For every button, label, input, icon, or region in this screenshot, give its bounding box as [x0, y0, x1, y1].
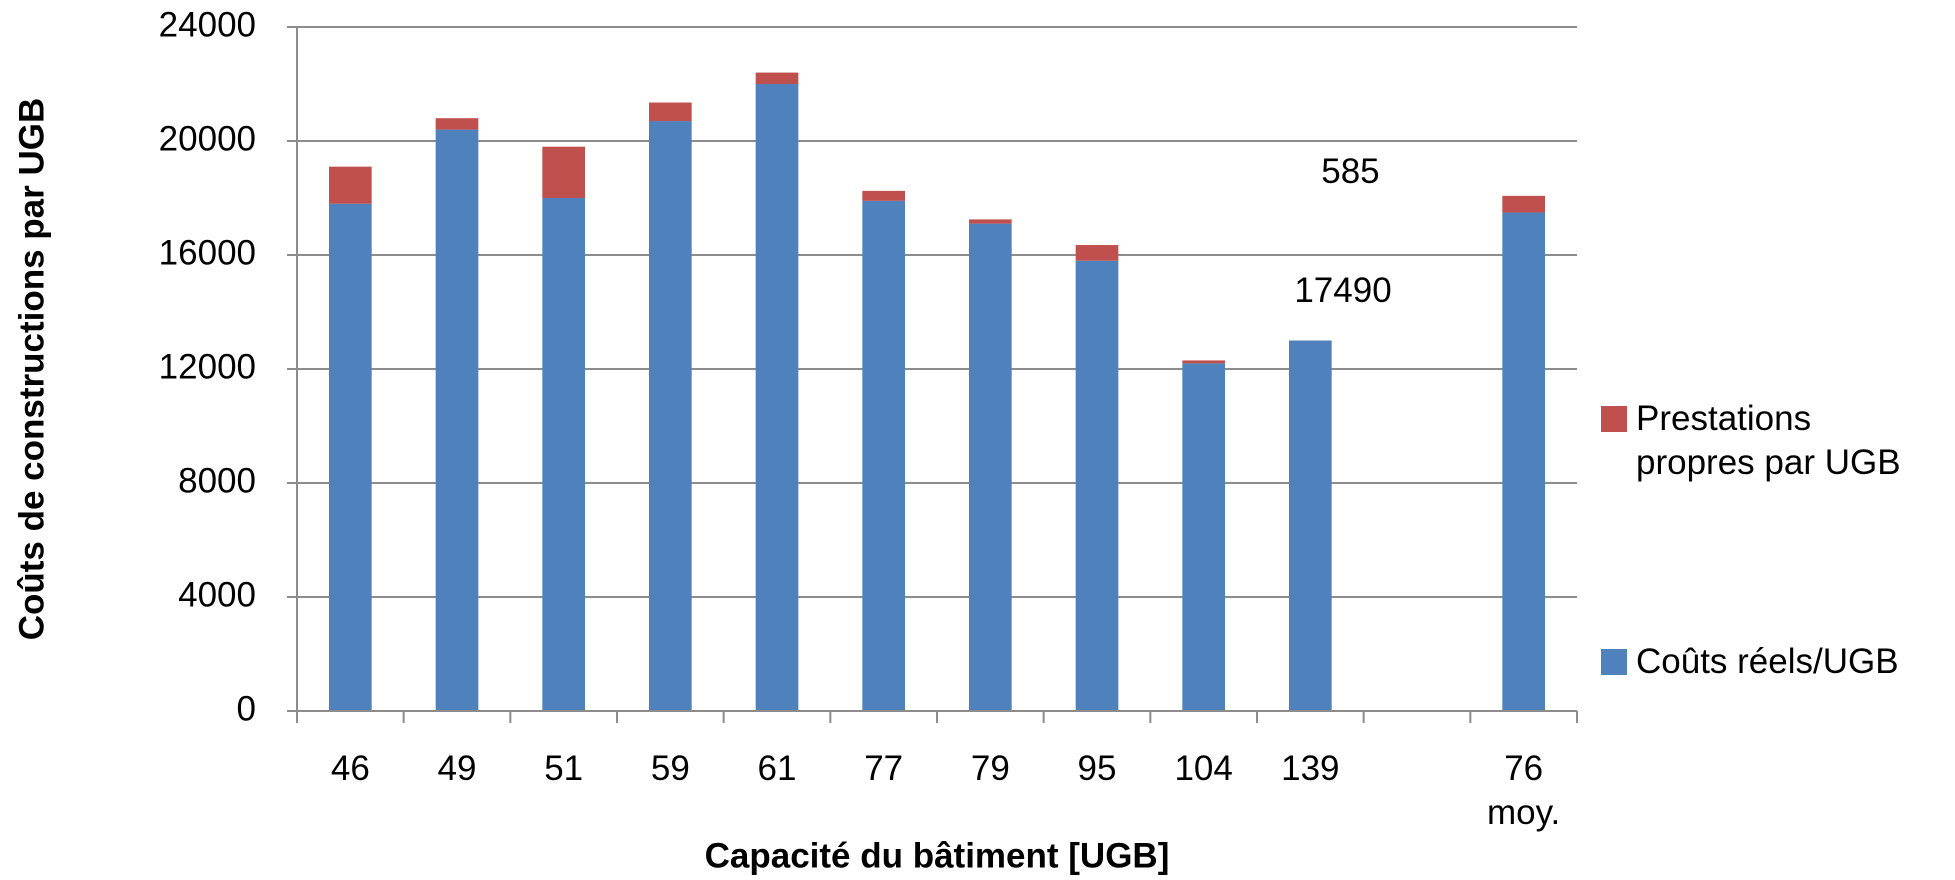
legend-swatch: [1601, 649, 1627, 675]
bar-segment: [649, 121, 692, 712]
x-tick-label: 139: [1281, 749, 1340, 788]
x-tick-label: 61: [757, 749, 797, 788]
bar-segment: [329, 203, 372, 711]
bar-segment: [542, 146, 585, 198]
bar-segment: [435, 118, 479, 130]
x-tick-label: 76 moy.: [1487, 749, 1561, 832]
bar-segment: [1075, 245, 1119, 261]
bar-segment: [1182, 363, 1225, 711]
bar-segment: [1502, 212, 1545, 711]
legend-label: Prestations propres par UGB: [1636, 399, 1901, 482]
bar-segment: [862, 190, 905, 201]
y-tick-label: 12000: [159, 347, 256, 386]
y-tick-label: 16000: [159, 233, 256, 272]
x-tick-label: 77: [864, 749, 904, 788]
x-tick-label: 51: [544, 749, 584, 788]
bar-segment: [755, 84, 799, 711]
x-axis-title: Capacité du bâtiment [UGB]: [705, 836, 1170, 875]
bar-segment: [1289, 340, 1332, 711]
x-tick-label: 46: [330, 749, 370, 788]
y-tick-label: 24000: [159, 5, 256, 44]
y-axis-title: Coûts de constructions par UGB: [12, 98, 51, 641]
bar-segment: [542, 198, 585, 711]
bar-segment: [1182, 360, 1225, 364]
x-tick-label: 79: [970, 749, 1010, 788]
data-label: 585: [1321, 152, 1379, 191]
y-tick-label: 8000: [178, 461, 256, 500]
bar-segment: [969, 219, 1012, 224]
x-tick-label: 104: [1174, 749, 1233, 788]
legend-swatch: [1601, 406, 1627, 432]
bar-segment: [1502, 195, 1545, 213]
bar-segment: [969, 223, 1012, 711]
legend-label: Coûts réels/UGB: [1636, 642, 1899, 681]
bar-segment: [435, 129, 479, 712]
y-tick-label: 20000: [159, 119, 256, 158]
y-tick-label: 4000: [178, 575, 256, 614]
bar-segment: [1075, 260, 1119, 711]
bar-segment: [755, 72, 799, 84]
x-tick-label: 59: [650, 749, 690, 788]
bar-segment: [649, 102, 692, 122]
y-tick-label: 0: [237, 689, 256, 728]
bar-segment: [329, 166, 372, 204]
x-tick-label: 95: [1077, 749, 1117, 788]
data-label: 17490: [1294, 271, 1391, 310]
bar-segment: [862, 200, 905, 711]
x-tick-label: 49: [437, 749, 477, 788]
